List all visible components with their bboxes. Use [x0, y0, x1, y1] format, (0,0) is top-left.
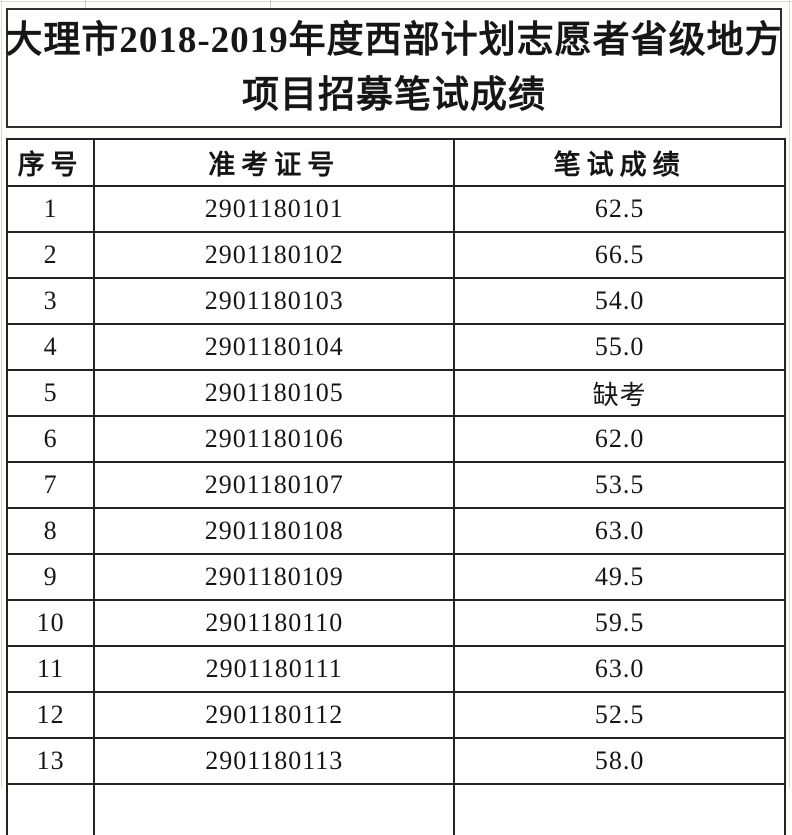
cell-score: 52.5	[453, 691, 786, 739]
cell-ticket-number	[93, 783, 456, 835]
cell-ticket-number: 2901180109	[93, 553, 456, 601]
cell-index: 8	[5, 507, 96, 555]
cell-index: 10	[5, 599, 96, 647]
cell-ticket-number: 2901180111	[93, 645, 456, 693]
table-row-partial	[5, 783, 786, 835]
table-row: 3 2901180103 54.0	[5, 277, 786, 325]
table-row: 10 2901180110 59.5	[5, 599, 786, 647]
cell-score: 54.0	[453, 277, 786, 325]
cell-score: 62.5	[453, 185, 786, 233]
cell-ticket-number: 2901180105	[93, 369, 456, 417]
cell-ticket-number: 2901180107	[93, 461, 456, 509]
table-row: 11 2901180111 63.0	[5, 645, 786, 693]
cell-ticket-number: 2901180110	[93, 599, 456, 647]
cell-index: 6	[5, 415, 96, 463]
table-row: 4 2901180104 55.0	[5, 323, 786, 371]
header-index: 序号	[5, 138, 96, 187]
gridline-artifact-stub-2	[270, 0, 271, 8]
cell-index: 5	[5, 369, 96, 417]
cell-ticket-number: 2901180112	[93, 691, 456, 739]
cell-ticket-number: 2901180108	[93, 507, 456, 555]
table-row: 5 2901180105 缺考	[5, 369, 786, 417]
table-row: 8 2901180108 63.0	[5, 507, 786, 555]
document-title-line-2: 项目招募笔试成绩	[242, 75, 546, 116]
gridline-artifact-right	[789, 0, 790, 788]
gridline-artifact-left	[1, 0, 2, 788]
cell-score: 63.0	[453, 645, 786, 693]
cell-index: 11	[5, 645, 96, 693]
cell-index: 2	[5, 231, 96, 279]
cell-index: 9	[5, 553, 96, 601]
table-row: 7 2901180107 53.5	[5, 461, 786, 509]
cell-index: 1	[5, 185, 96, 233]
table-row: 1 2901180101 62.5	[5, 185, 786, 233]
table-row: 13 2901180113 58.0	[5, 737, 786, 785]
cell-score: 63.0	[453, 507, 786, 555]
table-row: 9 2901180109 49.5	[5, 553, 786, 601]
cell-score: 53.5	[453, 461, 786, 509]
cell-ticket-number: 2901180101	[93, 185, 456, 233]
document-title-box: 大理市2018-2019年度西部计划志愿者省级地方 项目招募笔试成绩	[5, 8, 783, 128]
cell-index: 7	[5, 461, 96, 509]
document-title-line-1: 大理市2018-2019年度西部计划志愿者省级地方	[5, 20, 783, 61]
cell-index: 3	[5, 277, 96, 325]
cell-index: 12	[5, 691, 96, 739]
cell-index: 4	[5, 323, 96, 371]
header-score: 笔试成绩	[453, 138, 786, 187]
cell-score: 66.5	[453, 231, 786, 279]
cell-index: 13	[5, 737, 96, 785]
header-ticket-number: 准考证号	[93, 138, 456, 187]
cell-score: 58.0	[453, 737, 786, 785]
table-row: 6 2901180106 62.0	[5, 415, 786, 463]
cell-ticket-number: 2901180104	[93, 323, 456, 371]
cell-ticket-number: 2901180106	[93, 415, 456, 463]
cell-index	[5, 783, 96, 835]
scores-table: 序号 准考证号 笔试成绩 1 2901180101 62.5 2 2901180…	[5, 138, 786, 835]
cell-score	[453, 783, 786, 835]
table-row: 2 2901180102 66.5	[5, 231, 786, 279]
cell-score: 缺考	[453, 369, 786, 417]
cell-ticket-number: 2901180103	[93, 277, 456, 325]
table-header-row: 序号 准考证号 笔试成绩	[5, 138, 786, 187]
cell-score: 49.5	[453, 553, 786, 601]
table-row: 12 2901180112 52.5	[5, 691, 786, 739]
gridline-artifact-top	[0, 1, 792, 2]
gridline-artifact-stub-1	[85, 0, 86, 8]
cell-score: 62.0	[453, 415, 786, 463]
cell-score: 55.0	[453, 323, 786, 371]
cell-ticket-number: 2901180102	[93, 231, 456, 279]
cell-score: 59.5	[453, 599, 786, 647]
cell-ticket-number: 2901180113	[93, 737, 456, 785]
